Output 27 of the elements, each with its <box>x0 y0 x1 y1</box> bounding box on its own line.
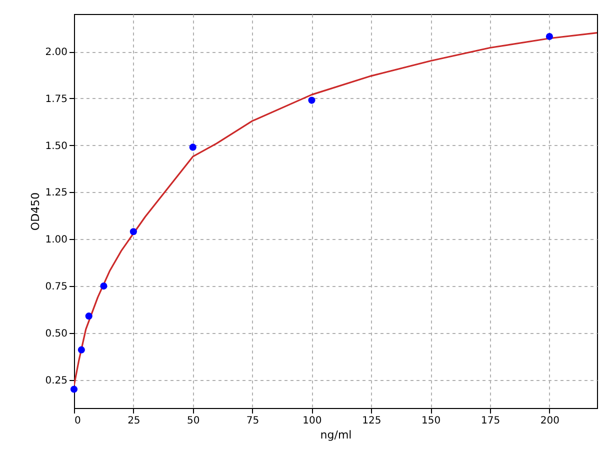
y-tick-label: 0.50 <box>45 328 68 340</box>
x-tick-label: 0 <box>74 416 81 426</box>
x-tick-label: 200 <box>540 416 560 426</box>
point <box>130 228 137 236</box>
point <box>546 32 553 40</box>
y-tick-label: 1.25 <box>45 188 68 199</box>
point <box>308 96 316 104</box>
y-tick-label: 1.00 <box>45 234 68 246</box>
x-tick-label: 100 <box>302 416 322 426</box>
x-tick-label: 150 <box>422 416 441 426</box>
y-tick-label: 0.25 <box>45 375 68 386</box>
x-axis-title: ng/ml <box>320 428 352 442</box>
y-tick-label: 0.75 <box>45 282 68 293</box>
point <box>100 282 108 290</box>
x-tick-label: 75 <box>246 416 260 426</box>
y-tick-label: 1.50 <box>45 140 68 152</box>
point <box>189 144 196 151</box>
point <box>85 312 92 320</box>
x-tick-label: 50 <box>186 416 200 426</box>
x-tick-label: 125 <box>362 416 382 426</box>
point <box>78 346 85 354</box>
x-tick-label: 175 <box>480 416 500 426</box>
y-axis-title: OD450 <box>29 192 42 231</box>
y-tick-label: 2.00 <box>45 47 68 58</box>
point <box>70 386 78 393</box>
x-tick-label: 25 <box>128 416 140 426</box>
y-tick-label: 1.75 <box>45 94 68 105</box>
